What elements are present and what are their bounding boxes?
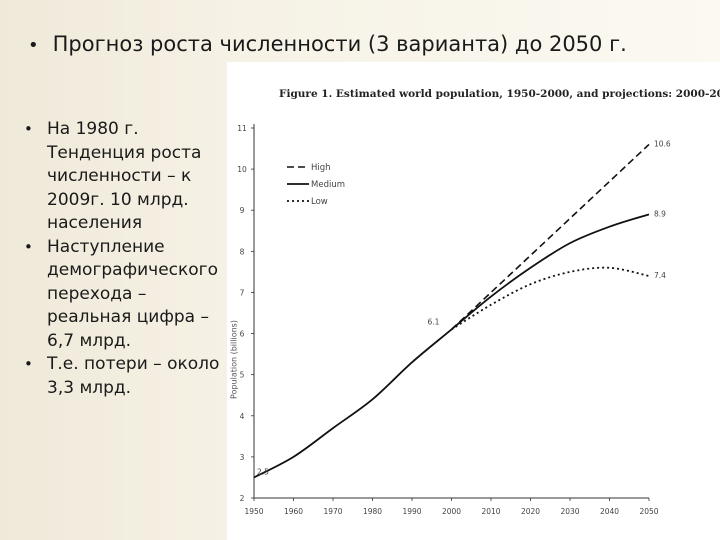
legend-label-high: High [311,163,331,173]
title-bullet: • [28,35,39,56]
y-tick-label: 5 [240,371,245,380]
y-tick-label: 9 [240,206,245,215]
bullet-text: Т.е. потери – около 3,3 млрд. [47,354,220,398]
x-tick-label: 2050 [639,507,658,516]
series-line-low [451,266,650,331]
y-tick-label: 2 [240,494,245,503]
slide-title-text: Прогноз роста численности (3 варианта) д… [52,32,627,56]
x-tick-label: 2000 [442,507,461,516]
data-label: 7.4 [654,271,666,280]
bullet-list: • На 1980 г. Тенденция роста численности … [24,118,224,400]
data-label: 10.6 [654,139,671,148]
x-tick-label: 2020 [521,507,540,516]
slide-title: • Прогноз роста численности (3 варианта) … [28,30,708,60]
population-chart: 2 3 4 5 6 7 8 9 10 11 1950 1960 1970 1980 1990 2000 2010… [237,124,671,516]
y-tick-label: 4 [240,412,245,421]
data-label: 6.1 [428,317,440,326]
series-line-high [450,143,650,331]
y-tick-label: 3 [240,453,245,462]
chart-title: Figure 1. Estimated world population, 19… [279,88,720,100]
legend-label-low: Low [311,197,328,207]
bullet-item: • Т.е. потери – около 3,3 млрд. [24,353,224,400]
x-tick-label: 1970 [323,507,342,516]
x-tick-label: 2030 [560,507,579,516]
y-tick-label: 11 [237,124,247,133]
x-tick-label: 2010 [481,507,500,516]
x-tick-label: 1960 [284,507,303,516]
bullet-dot: • [24,120,33,138]
data-label: 2.5 [257,467,269,476]
bullet-item: • На 1980 г. Тенденция роста численности … [24,118,224,236]
y-tick-label: 7 [240,288,245,297]
bullet-text: На 1980 г. Тенденция роста численности –… [47,119,202,233]
series-line-medium [253,213,650,479]
bullet-item: • Наступление демографического перехода –… [24,236,224,354]
bullet-dot: • [24,355,33,373]
x-tick-label: 1980 [363,507,382,516]
legend-label-medium: Medium [311,180,345,190]
chart-panel: Figure 1. Estimated world population, 19… [227,62,720,540]
y-tick-label: 8 [240,247,245,256]
data-label: 8.9 [654,209,666,218]
x-tick-label: 1990 [402,507,421,516]
y-tick-label: 6 [240,330,245,339]
bullet-dot: • [24,237,33,256]
x-tick-label: 2040 [600,507,619,516]
x-tick-label: 1950 [244,507,263,516]
bullet-text: Наступление демографического перехода – … [47,236,219,351]
y-tick-label: 10 [237,165,247,174]
